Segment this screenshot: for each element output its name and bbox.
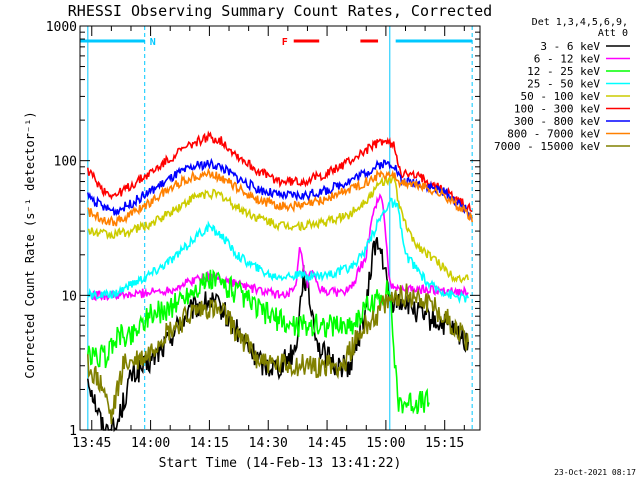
axes: 1 10 100 1000 13:45 14:00 14:15 14:30 14:45 15:00… bbox=[46, 20, 481, 451]
chart-title: RHESSI Observing Summary Count Rates, Co… bbox=[68, 2, 492, 20]
series-line-300-800keV bbox=[87, 157, 473, 221]
series-line-800-7000keV bbox=[87, 167, 473, 227]
series-line-50-100keV bbox=[87, 174, 469, 284]
y-tick-label: 1 bbox=[69, 424, 77, 439]
legend-entry-label: 300 - 800 keV bbox=[514, 115, 600, 128]
x-tick-label: 14:30 bbox=[249, 436, 288, 451]
x-tick-label: 14:00 bbox=[131, 436, 170, 451]
y-tick-label: 1000 bbox=[46, 20, 77, 35]
legend-entry-label: 6 - 12 keV bbox=[534, 53, 601, 66]
flag-label-F: F bbox=[282, 37, 288, 48]
legend-entry-label: 12 - 25 keV bbox=[527, 65, 600, 78]
legend-header-line: Det 1,3,4,5,6,9, bbox=[532, 17, 628, 28]
legend-entry-label: 100 - 300 keV bbox=[514, 103, 600, 116]
series-line-100-300keV bbox=[87, 130, 473, 213]
flag-label-N: N bbox=[150, 37, 156, 48]
legend-header-line: Att 0 bbox=[598, 28, 628, 39]
legend-entry-label: 7000 - 15000 keV bbox=[494, 140, 600, 153]
legend-entry-label: 3 - 6 keV bbox=[540, 40, 600, 53]
legend-entry-label: 50 - 100 keV bbox=[521, 90, 601, 103]
y-axis-label: Corrected Count Rate (s⁻¹ detector⁻¹) bbox=[23, 111, 37, 378]
footer-date: 23-Oct-2021 08:17 bbox=[554, 468, 636, 477]
legend-entry-label: 25 - 50 keV bbox=[527, 78, 600, 91]
x-tick-label: 15:15 bbox=[425, 436, 464, 451]
y-tick-label: 100 bbox=[54, 155, 77, 170]
series-line-6-12keV bbox=[87, 193, 469, 302]
plot-frame bbox=[79, 25, 481, 431]
series-line-12-25keV bbox=[87, 268, 430, 415]
series-line-25-50keV bbox=[87, 197, 469, 305]
x-tick-label: 15:00 bbox=[366, 436, 405, 451]
x-axis-label: Start Time (14-Feb-13 13:41:22) bbox=[159, 456, 402, 471]
x-tick-label: 14:15 bbox=[190, 436, 229, 451]
x-tick-label: 14:45 bbox=[307, 436, 346, 451]
x-tick-label: 13:45 bbox=[72, 436, 111, 451]
legend-entry-label: 800 - 7000 keV bbox=[507, 128, 600, 141]
y-tick-label: 10 bbox=[61, 289, 77, 304]
series-line-7000-15000keV bbox=[87, 283, 469, 425]
